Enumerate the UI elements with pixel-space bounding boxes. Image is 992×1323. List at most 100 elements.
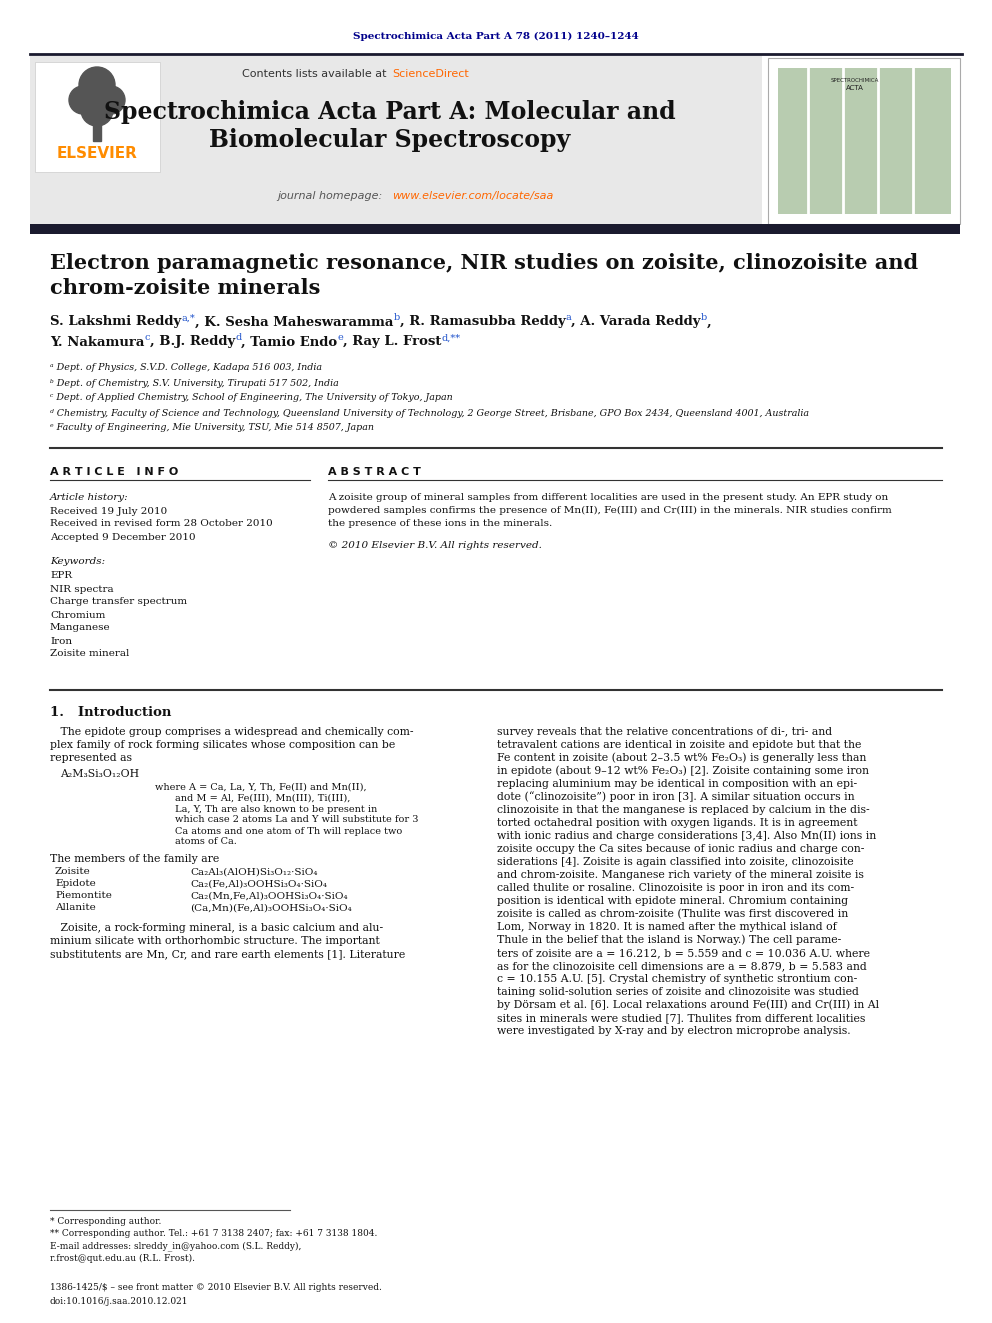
- Circle shape: [81, 94, 113, 126]
- Text: and chrom-zoisite. Manganese rich variety of the mineral zoisite is: and chrom-zoisite. Manganese rich variet…: [497, 871, 864, 880]
- Text: zoisite is called as chrom-zoisite (Thulite was first discovered in: zoisite is called as chrom-zoisite (Thul…: [497, 909, 848, 919]
- Text: Contents lists available at: Contents lists available at: [242, 69, 390, 79]
- Text: Zoisite mineral: Zoisite mineral: [50, 650, 129, 659]
- Text: clinozoisite in that the manganese is replaced by calcium in the dis-: clinozoisite in that the manganese is re…: [497, 804, 870, 815]
- Text: EPR: EPR: [50, 572, 72, 581]
- Text: Article history:: Article history:: [50, 492, 129, 501]
- Text: ** Corresponding author. Tel.: +61 7 3138 2407; fax: +61 7 3138 1804.: ** Corresponding author. Tel.: +61 7 313…: [50, 1229, 377, 1238]
- Text: plex family of rock forming silicates whose composition can be: plex family of rock forming silicates wh…: [50, 740, 395, 750]
- Text: Spectrochimica Acta Part A: Molecular and: Spectrochimica Acta Part A: Molecular an…: [104, 101, 676, 124]
- Text: , Tamio Endo: , Tamio Endo: [241, 336, 337, 348]
- Text: La, Y, Th are also known to be present in: La, Y, Th are also known to be present i…: [175, 804, 377, 814]
- Text: A B S T R A C T: A B S T R A C T: [328, 467, 421, 478]
- Bar: [30, 224, 960, 234]
- Circle shape: [97, 86, 125, 114]
- Text: A R T I C L E   I N F O: A R T I C L E I N F O: [50, 467, 179, 478]
- Text: Charge transfer spectrum: Charge transfer spectrum: [50, 598, 187, 606]
- Text: by Dörsam et al. [6]. Local relaxations around Fe(III) and Cr(III) in Al: by Dörsam et al. [6]. Local relaxations …: [497, 1000, 879, 1011]
- Text: a,*: a,*: [182, 314, 195, 323]
- Text: taining solid-solution series of zoisite and clinozoisite was studied: taining solid-solution series of zoisite…: [497, 987, 859, 998]
- Text: ELSEVIER: ELSEVIER: [57, 146, 138, 160]
- Text: r.frost@qut.edu.au (R.L. Frost).: r.frost@qut.edu.au (R.L. Frost).: [50, 1253, 195, 1262]
- Text: Accepted 9 December 2010: Accepted 9 December 2010: [50, 532, 195, 541]
- Text: as for the clinozoisite cell dimensions are a = 8.879, b = 5.583 and: as for the clinozoisite cell dimensions …: [497, 960, 867, 971]
- Bar: [768, 58, 960, 224]
- Text: © 2010 Elsevier B.V. All rights reserved.: © 2010 Elsevier B.V. All rights reserved…: [328, 541, 542, 550]
- Text: Ca₂(Mn,Fe,Al)₃OOHSi₃O₄·SiO₄: Ca₂(Mn,Fe,Al)₃OOHSi₃O₄·SiO₄: [190, 892, 347, 901]
- Bar: [778, 67, 951, 214]
- Text: which case 2 atoms La and Y will substitute for 3: which case 2 atoms La and Y will substit…: [175, 815, 419, 824]
- Text: torted octahedral position with oxygen ligands. It is in agreement: torted octahedral position with oxygen l…: [497, 818, 857, 828]
- Text: tetravalent cations are identical in zoisite and epidote but that the: tetravalent cations are identical in zoi…: [497, 740, 861, 750]
- Text: substitutents are Mn, Cr, and rare earth elements [1]. Literature: substitutents are Mn, Cr, and rare earth…: [50, 949, 406, 959]
- Text: siderations [4]. Zoisite is again classified into zoisite, clinozoisite: siderations [4]. Zoisite is again classi…: [497, 857, 854, 867]
- Circle shape: [79, 67, 115, 103]
- Text: Electron paramagnetic resonance, NIR studies on zoisite, clinozoisite and: Electron paramagnetic resonance, NIR stu…: [50, 253, 919, 273]
- Text: Zoisite, a rock-forming mineral, is a basic calcium and alu-: Zoisite, a rock-forming mineral, is a ba…: [50, 923, 383, 933]
- Text: with ionic radius and charge considerations [3,4]. Also Mn(II) ions in: with ionic radius and charge considerati…: [497, 831, 876, 841]
- Text: d,**: d,**: [441, 333, 460, 343]
- Text: in epidote (about 9–12 wt% Fe₂O₃) [2]. Zoisite containing some iron: in epidote (about 9–12 wt% Fe₂O₃) [2]. Z…: [497, 766, 869, 777]
- Text: Spectrochimica Acta Part A 78 (2011) 1240–1244: Spectrochimica Acta Part A 78 (2011) 124…: [353, 32, 639, 41]
- Text: S. Lakshmi Reddy: S. Lakshmi Reddy: [50, 315, 182, 328]
- Text: www.elsevier.com/locate/saa: www.elsevier.com/locate/saa: [392, 191, 554, 201]
- Text: represented as: represented as: [50, 753, 132, 763]
- Text: doi:10.1016/j.saa.2010.12.021: doi:10.1016/j.saa.2010.12.021: [50, 1298, 188, 1307]
- Text: e: e: [337, 333, 343, 343]
- Text: , Ray L. Frost: , Ray L. Frost: [343, 336, 441, 348]
- Text: (Ca,Mn)(Fe,Al)₃OOHSi₃O₄·SiO₄: (Ca,Mn)(Fe,Al)₃OOHSi₃O₄·SiO₄: [190, 904, 352, 913]
- Text: Zoisite: Zoisite: [55, 868, 90, 877]
- Text: ᶜ Dept. of Applied Chemistry, School of Engineering, The University of Tokyo, Ja: ᶜ Dept. of Applied Chemistry, School of …: [50, 393, 452, 402]
- Circle shape: [69, 86, 97, 114]
- Text: Epidote: Epidote: [55, 880, 96, 889]
- Text: and M = Al, Fe(III), Mn(III), Ti(III),: and M = Al, Fe(III), Mn(III), Ti(III),: [175, 794, 350, 803]
- Text: b: b: [394, 314, 400, 323]
- Text: a: a: [565, 314, 571, 323]
- Text: Received 19 July 2010: Received 19 July 2010: [50, 507, 168, 516]
- Bar: [93, 123, 101, 142]
- Text: Keywords:: Keywords:: [50, 557, 105, 566]
- Text: Manganese: Manganese: [50, 623, 111, 632]
- Bar: [35, 62, 160, 172]
- Text: SPECTROCHIMICA: SPECTROCHIMICA: [831, 78, 879, 82]
- Bar: [30, 56, 762, 224]
- Text: ᵈ Chemistry, Faculty of Science and Technology, Queensland University of Technol: ᵈ Chemistry, Faculty of Science and Tech…: [50, 409, 809, 418]
- Text: ,: ,: [707, 315, 711, 328]
- Text: Biomolecular Spectroscopy: Biomolecular Spectroscopy: [209, 128, 570, 152]
- Text: ACTA: ACTA: [846, 85, 864, 91]
- Text: Thule in the belief that the island is Norway.) The cell parame-: Thule in the belief that the island is N…: [497, 935, 841, 945]
- Text: 1.   Introduction: 1. Introduction: [50, 705, 172, 718]
- Text: position is identical with epidote mineral. Chromium containing: position is identical with epidote miner…: [497, 896, 848, 906]
- Text: powdered samples confirms the presence of Mn(II), Fe(III) and Cr(III) in the min: powdered samples confirms the presence o…: [328, 505, 892, 515]
- Text: Chromium: Chromium: [50, 610, 105, 619]
- Text: the presence of these ions in the minerals.: the presence of these ions in the minera…: [328, 519, 553, 528]
- Text: where A = Ca, La, Y, Th, Fe(II) and Mn(II),: where A = Ca, La, Y, Th, Fe(II) and Mn(I…: [155, 782, 367, 791]
- Text: A₂M₃Si₃O₁₂OH: A₂M₃Si₃O₁₂OH: [60, 769, 139, 779]
- Text: The members of the family are: The members of the family are: [50, 855, 219, 864]
- Text: c: c: [145, 333, 150, 343]
- Text: atoms of Ca.: atoms of Ca.: [175, 837, 237, 847]
- Text: NIR spectra: NIR spectra: [50, 585, 114, 594]
- Text: , R. Ramasubba Reddy: , R. Ramasubba Reddy: [400, 315, 565, 328]
- Text: Received in revised form 28 October 2010: Received in revised form 28 October 2010: [50, 520, 273, 528]
- Text: A zoisite group of mineral samples from different localities are used in the pre: A zoisite group of mineral samples from …: [328, 492, 888, 501]
- Text: , B.J. Reddy: , B.J. Reddy: [150, 336, 235, 348]
- Text: 1386-1425/$ – see front matter © 2010 Elsevier B.V. All rights reserved.: 1386-1425/$ – see front matter © 2010 El…: [50, 1283, 382, 1293]
- Text: ters of zoisite are a = 16.212, b = 5.559 and c = 10.036 A.U. where: ters of zoisite are a = 16.212, b = 5.55…: [497, 949, 870, 958]
- Text: minium silicate with orthorhombic structure. The important: minium silicate with orthorhombic struct…: [50, 935, 380, 946]
- Text: b: b: [700, 314, 707, 323]
- Text: Y. Nakamura: Y. Nakamura: [50, 336, 145, 348]
- Text: d: d: [235, 333, 241, 343]
- Text: ᵉ Faculty of Engineering, Mie University, TSU, Mie 514 8507, Japan: ᵉ Faculty of Engineering, Mie University…: [50, 423, 374, 433]
- Text: Fe content in zoisite (about 2–3.5 wt% Fe₂O₃) is generally less than: Fe content in zoisite (about 2–3.5 wt% F…: [497, 753, 866, 763]
- Text: chrom-zoisite minerals: chrom-zoisite minerals: [50, 278, 320, 298]
- Text: , A. Varada Reddy: , A. Varada Reddy: [571, 315, 700, 328]
- Text: Piemontite: Piemontite: [55, 892, 112, 901]
- Text: were investigated by X-ray and by electron microprobe analysis.: were investigated by X-ray and by electr…: [497, 1027, 850, 1036]
- Text: Ca₂Al₃(AlOH)Si₃O₁₂·SiO₄: Ca₂Al₃(AlOH)Si₃O₁₂·SiO₄: [190, 868, 317, 877]
- Text: , K. Sesha Maheswaramma: , K. Sesha Maheswaramma: [195, 315, 394, 328]
- Text: Ca₂(Fe,Al)₃OOHSi₃O₄·SiO₄: Ca₂(Fe,Al)₃OOHSi₃O₄·SiO₄: [190, 880, 327, 889]
- Text: ᵃ Dept. of Physics, S.V.D. College, Kadapa 516 003, India: ᵃ Dept. of Physics, S.V.D. College, Kada…: [50, 364, 322, 373]
- Text: * Corresponding author.: * Corresponding author.: [50, 1217, 162, 1226]
- Text: Allanite: Allanite: [55, 904, 96, 913]
